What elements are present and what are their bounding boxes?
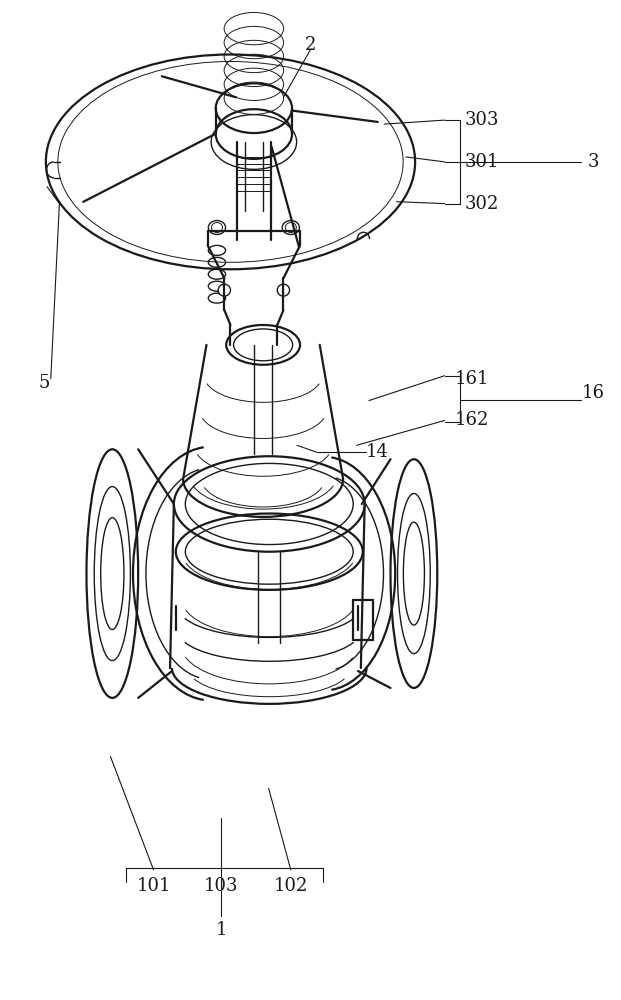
Text: 14: 14 [366, 443, 389, 461]
Ellipse shape [218, 284, 230, 296]
Text: 3: 3 [588, 153, 599, 171]
Text: 302: 302 [465, 195, 499, 213]
Text: 16: 16 [582, 384, 605, 402]
Ellipse shape [277, 284, 289, 296]
Text: 161: 161 [455, 370, 489, 388]
Text: 1: 1 [215, 921, 227, 939]
Ellipse shape [282, 221, 299, 234]
Text: 101: 101 [137, 877, 171, 895]
Text: 303: 303 [465, 111, 499, 129]
Text: 2: 2 [305, 36, 316, 54]
Text: 5: 5 [39, 374, 50, 392]
Text: 102: 102 [274, 877, 308, 895]
Text: 162: 162 [455, 411, 489, 429]
Text: 103: 103 [204, 877, 238, 895]
Text: 301: 301 [465, 153, 499, 171]
Ellipse shape [208, 221, 225, 234]
